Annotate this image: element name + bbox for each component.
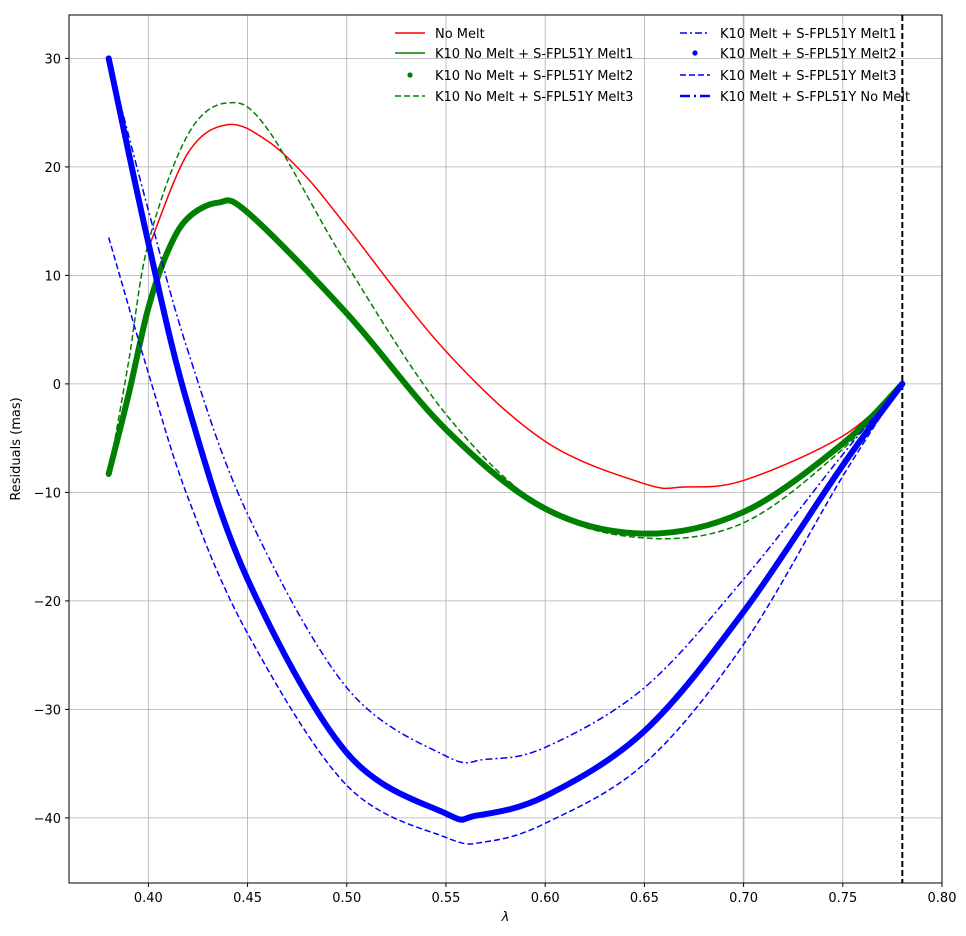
y-ticks: −40 −30 −20 −10 0 10 20 30 xyxy=(34,52,69,827)
x-tick-label: 0.75 xyxy=(828,891,857,906)
y-tick-label: −30 xyxy=(34,703,61,718)
legend-label: K10 Melt + S-FPL51Y Melt3 xyxy=(720,69,897,84)
x-tick-label: 0.80 xyxy=(928,891,957,906)
plot-frame xyxy=(68,14,943,884)
x-ticks: 0.40 0.45 0.50 0.55 0.60 0.65 0.70 0.75 0.80 xyxy=(134,883,957,906)
legend-label: K10 Melt + S-FPL51Y Melt2 xyxy=(720,47,897,62)
legend-item: K10 No Melt + S-FPL51Y Melt1 xyxy=(395,47,633,62)
legend-label: K10 Melt + S-FPL51Y Melt1 xyxy=(720,27,897,42)
y-tick-label: −40 xyxy=(34,812,61,827)
grid xyxy=(69,15,943,883)
series-8-line xyxy=(107,58,904,822)
legend-item: No Melt xyxy=(395,27,485,42)
series-6-line xyxy=(105,55,906,823)
legend-label: K10 No Melt + S-FPL51Y Melt3 xyxy=(435,90,633,105)
y-axis-label: Residuals (mas) xyxy=(9,397,24,500)
x-tick-label: 0.50 xyxy=(332,891,361,906)
y-tick-label: 0 xyxy=(53,378,61,393)
x-tick-label: 0.45 xyxy=(233,891,262,906)
x-tick-label: 0.70 xyxy=(729,891,758,906)
legend-label: K10 Melt + S-FPL51Y No Melt xyxy=(720,90,910,105)
series-7-line xyxy=(107,237,903,845)
legend-label: K10 No Melt + S-FPL51Y Melt2 xyxy=(435,69,633,84)
legend: No Melt K10 No Melt + S-FPL51Y Melt1 K10 N… xyxy=(395,27,910,105)
legend-item: K10 Melt + S-FPL51Y Melt1 xyxy=(680,27,897,42)
y-tick-label: 20 xyxy=(44,161,61,176)
x-axis-label: λ xyxy=(501,910,510,925)
x-tick-label: 0.60 xyxy=(531,891,560,906)
y-tick-label: −10 xyxy=(34,486,61,501)
x-tick-label: 0.65 xyxy=(630,891,659,906)
legend-item: K10 No Melt + S-FPL51Y Melt2 xyxy=(407,69,633,84)
series-3-line xyxy=(105,197,906,537)
series-layer xyxy=(105,55,906,845)
legend-label: K10 No Melt + S-FPL51Y Melt1 xyxy=(435,47,633,62)
legend-item: K10 Melt + S-FPL51Y No Melt xyxy=(680,90,910,105)
y-tick-label: 30 xyxy=(44,52,61,67)
legend-item: K10 Melt + S-FPL51Y Melt3 xyxy=(680,69,897,84)
y-tick-label: 10 xyxy=(44,269,61,284)
legend-label: No Melt xyxy=(435,27,485,42)
legend-marker xyxy=(692,50,698,56)
legend-item: K10 Melt + S-FPL51Y Melt2 xyxy=(692,47,897,62)
series-5-line xyxy=(107,58,903,764)
series-1-line xyxy=(147,123,903,490)
x-tick-label: 0.40 xyxy=(134,891,163,906)
vertical-lines xyxy=(742,15,904,883)
series-4-line xyxy=(107,101,903,540)
legend-marker xyxy=(407,72,413,78)
x-tick-label: 0.55 xyxy=(432,891,461,906)
legend-item: K10 No Melt + S-FPL51Y Melt3 xyxy=(395,90,633,105)
y-tick-label: −20 xyxy=(34,595,61,610)
